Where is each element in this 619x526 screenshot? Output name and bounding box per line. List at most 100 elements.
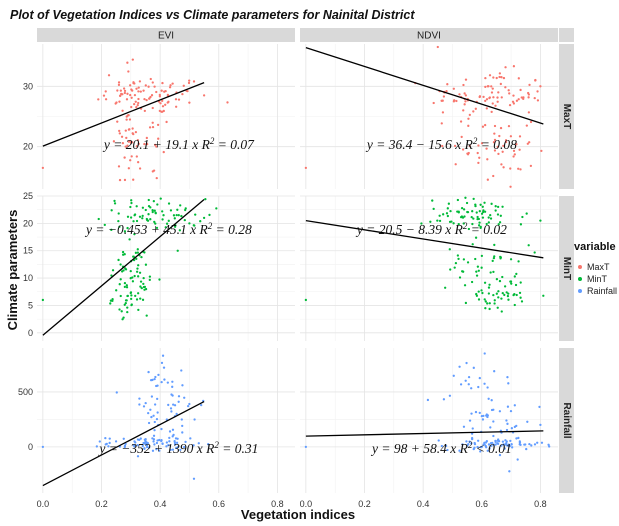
data-point — [118, 94, 122, 98]
data-point — [169, 448, 172, 452]
data-point — [197, 442, 200, 445]
data-point — [153, 403, 157, 406]
data-point — [156, 397, 159, 401]
data-point — [528, 442, 531, 446]
data-point — [41, 166, 45, 170]
data-point — [162, 150, 165, 154]
data-point — [128, 118, 132, 121]
data-point — [120, 135, 124, 138]
data-point — [482, 209, 485, 212]
data-point — [118, 178, 122, 182]
data-point — [151, 210, 154, 214]
facet-strip-evi — [37, 28, 295, 42]
data-point — [529, 164, 533, 168]
data-point — [189, 437, 192, 440]
data-point — [115, 101, 118, 104]
data-point — [138, 403, 141, 406]
data-point — [119, 89, 122, 92]
data-point — [159, 197, 162, 200]
data-point — [140, 286, 143, 290]
data-point — [477, 224, 481, 227]
data-point — [161, 99, 164, 102]
data-point — [171, 435, 174, 438]
data-point — [497, 223, 500, 226]
data-point — [117, 258, 120, 262]
facet-label: NDVI — [417, 31, 441, 42]
data-point — [107, 74, 111, 77]
data-point — [508, 470, 511, 473]
data-point — [162, 366, 166, 369]
data-point — [304, 298, 308, 302]
data-point — [137, 142, 140, 146]
data-point — [200, 403, 203, 407]
data-point — [449, 209, 452, 213]
data-point — [111, 269, 115, 272]
data-point — [527, 244, 530, 247]
panel-evi-rainfall: y = −352 + 1390 x R2 = 0.31 — [37, 348, 295, 493]
data-point — [467, 375, 471, 379]
data-point — [173, 404, 177, 407]
data-point — [121, 253, 125, 256]
data-point — [169, 209, 173, 212]
data-point — [495, 76, 498, 80]
data-point — [138, 397, 141, 400]
data-point — [135, 105, 138, 109]
data-point — [187, 81, 191, 85]
data-point — [515, 272, 518, 276]
data-point — [156, 203, 159, 206]
data-point — [493, 149, 497, 152]
data-point — [130, 294, 133, 297]
data-point — [498, 134, 501, 138]
data-point — [175, 105, 178, 108]
data-point — [462, 109, 465, 112]
data-point — [507, 298, 510, 301]
data-point — [464, 379, 467, 382]
data-point — [452, 222, 455, 225]
data-point — [464, 196, 467, 199]
data-point — [438, 214, 441, 217]
data-point — [126, 294, 129, 298]
data-point — [153, 420, 156, 424]
data-point — [504, 140, 508, 144]
regression-line — [42, 400, 205, 487]
data-point — [169, 407, 173, 410]
data-point — [126, 310, 129, 314]
data-point — [129, 291, 133, 294]
data-point — [131, 280, 135, 283]
data-point — [517, 167, 520, 170]
data-point — [494, 439, 497, 443]
data-point — [155, 417, 159, 421]
data-point — [151, 449, 155, 452]
data-point — [492, 434, 495, 438]
data-point — [463, 103, 466, 106]
data-point — [135, 257, 138, 260]
data-point — [502, 76, 506, 80]
data-point — [472, 217, 475, 220]
data-point — [160, 110, 163, 113]
data-point — [160, 89, 163, 92]
legend-key-maxt — [578, 265, 582, 269]
data-point — [496, 306, 499, 309]
data-point — [486, 302, 489, 305]
data-point — [474, 204, 477, 208]
data-point — [467, 124, 470, 127]
data-point — [155, 90, 158, 94]
data-point — [485, 446, 488, 449]
data-point — [456, 198, 460, 202]
data-point — [133, 445, 136, 448]
data-point — [150, 395, 154, 398]
y-tick-label: 5 — [28, 300, 33, 310]
data-point — [129, 205, 132, 209]
data-point — [124, 299, 128, 302]
legend: variable MaxT MinT Rainfall — [574, 241, 617, 296]
data-point — [167, 403, 170, 407]
panel-background — [300, 196, 558, 341]
data-point — [128, 128, 131, 131]
data-point — [498, 453, 502, 457]
data-point — [486, 386, 489, 389]
data-point — [152, 169, 156, 172]
data-point — [148, 446, 151, 449]
data-point — [495, 292, 498, 295]
data-point — [499, 126, 503, 130]
data-point — [153, 85, 156, 88]
